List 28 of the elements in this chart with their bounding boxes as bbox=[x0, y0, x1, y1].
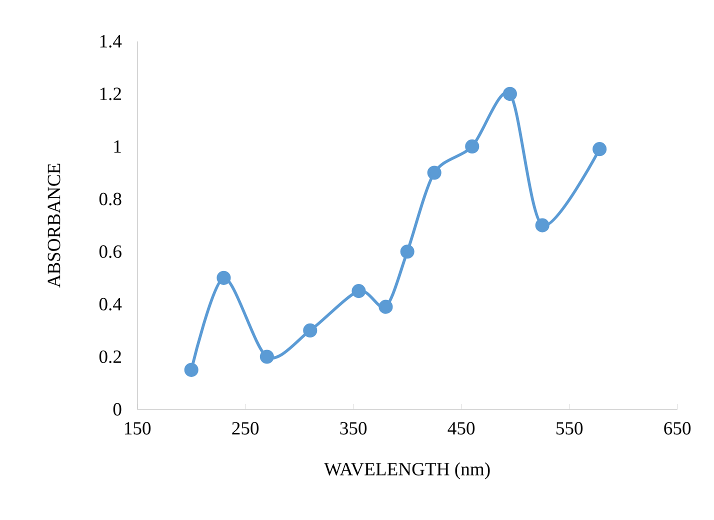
x-tick-label: 250 bbox=[232, 422, 259, 435]
y-tick-label: 0.4 bbox=[99, 298, 122, 311]
point bbox=[352, 284, 366, 298]
point bbox=[592, 142, 607, 156]
x-tick-label: 550 bbox=[556, 422, 583, 435]
point bbox=[465, 139, 480, 154]
x-tick-label: 650 bbox=[664, 422, 691, 435]
point bbox=[427, 166, 442, 180]
point bbox=[535, 218, 550, 232]
y-tick-label: 0 bbox=[113, 403, 122, 416]
point bbox=[216, 270, 231, 285]
point bbox=[378, 300, 393, 314]
point bbox=[184, 362, 198, 377]
y-tick-label: 0.6 bbox=[99, 245, 122, 258]
y-tick-label: 0.8 bbox=[99, 192, 122, 206]
y-tick-label: 0.2 bbox=[99, 350, 121, 364]
x-axis-title: WAVELENGTH (nm) bbox=[324, 462, 490, 480]
x-tick-label: 150 bbox=[125, 422, 151, 435]
point bbox=[303, 323, 318, 338]
point bbox=[502, 86, 517, 101]
y-axis-title: ABSORBANCE bbox=[48, 164, 60, 288]
point bbox=[400, 244, 414, 259]
y-tick-label: 1.2 bbox=[100, 88, 121, 100]
x-tick-label: 350 bbox=[340, 422, 367, 435]
point bbox=[260, 350, 274, 364]
y-tick-label: 1 bbox=[114, 140, 121, 153]
x-tick-label: 450 bbox=[448, 422, 475, 435]
y-tick-label: 1.4 bbox=[100, 35, 122, 48]
